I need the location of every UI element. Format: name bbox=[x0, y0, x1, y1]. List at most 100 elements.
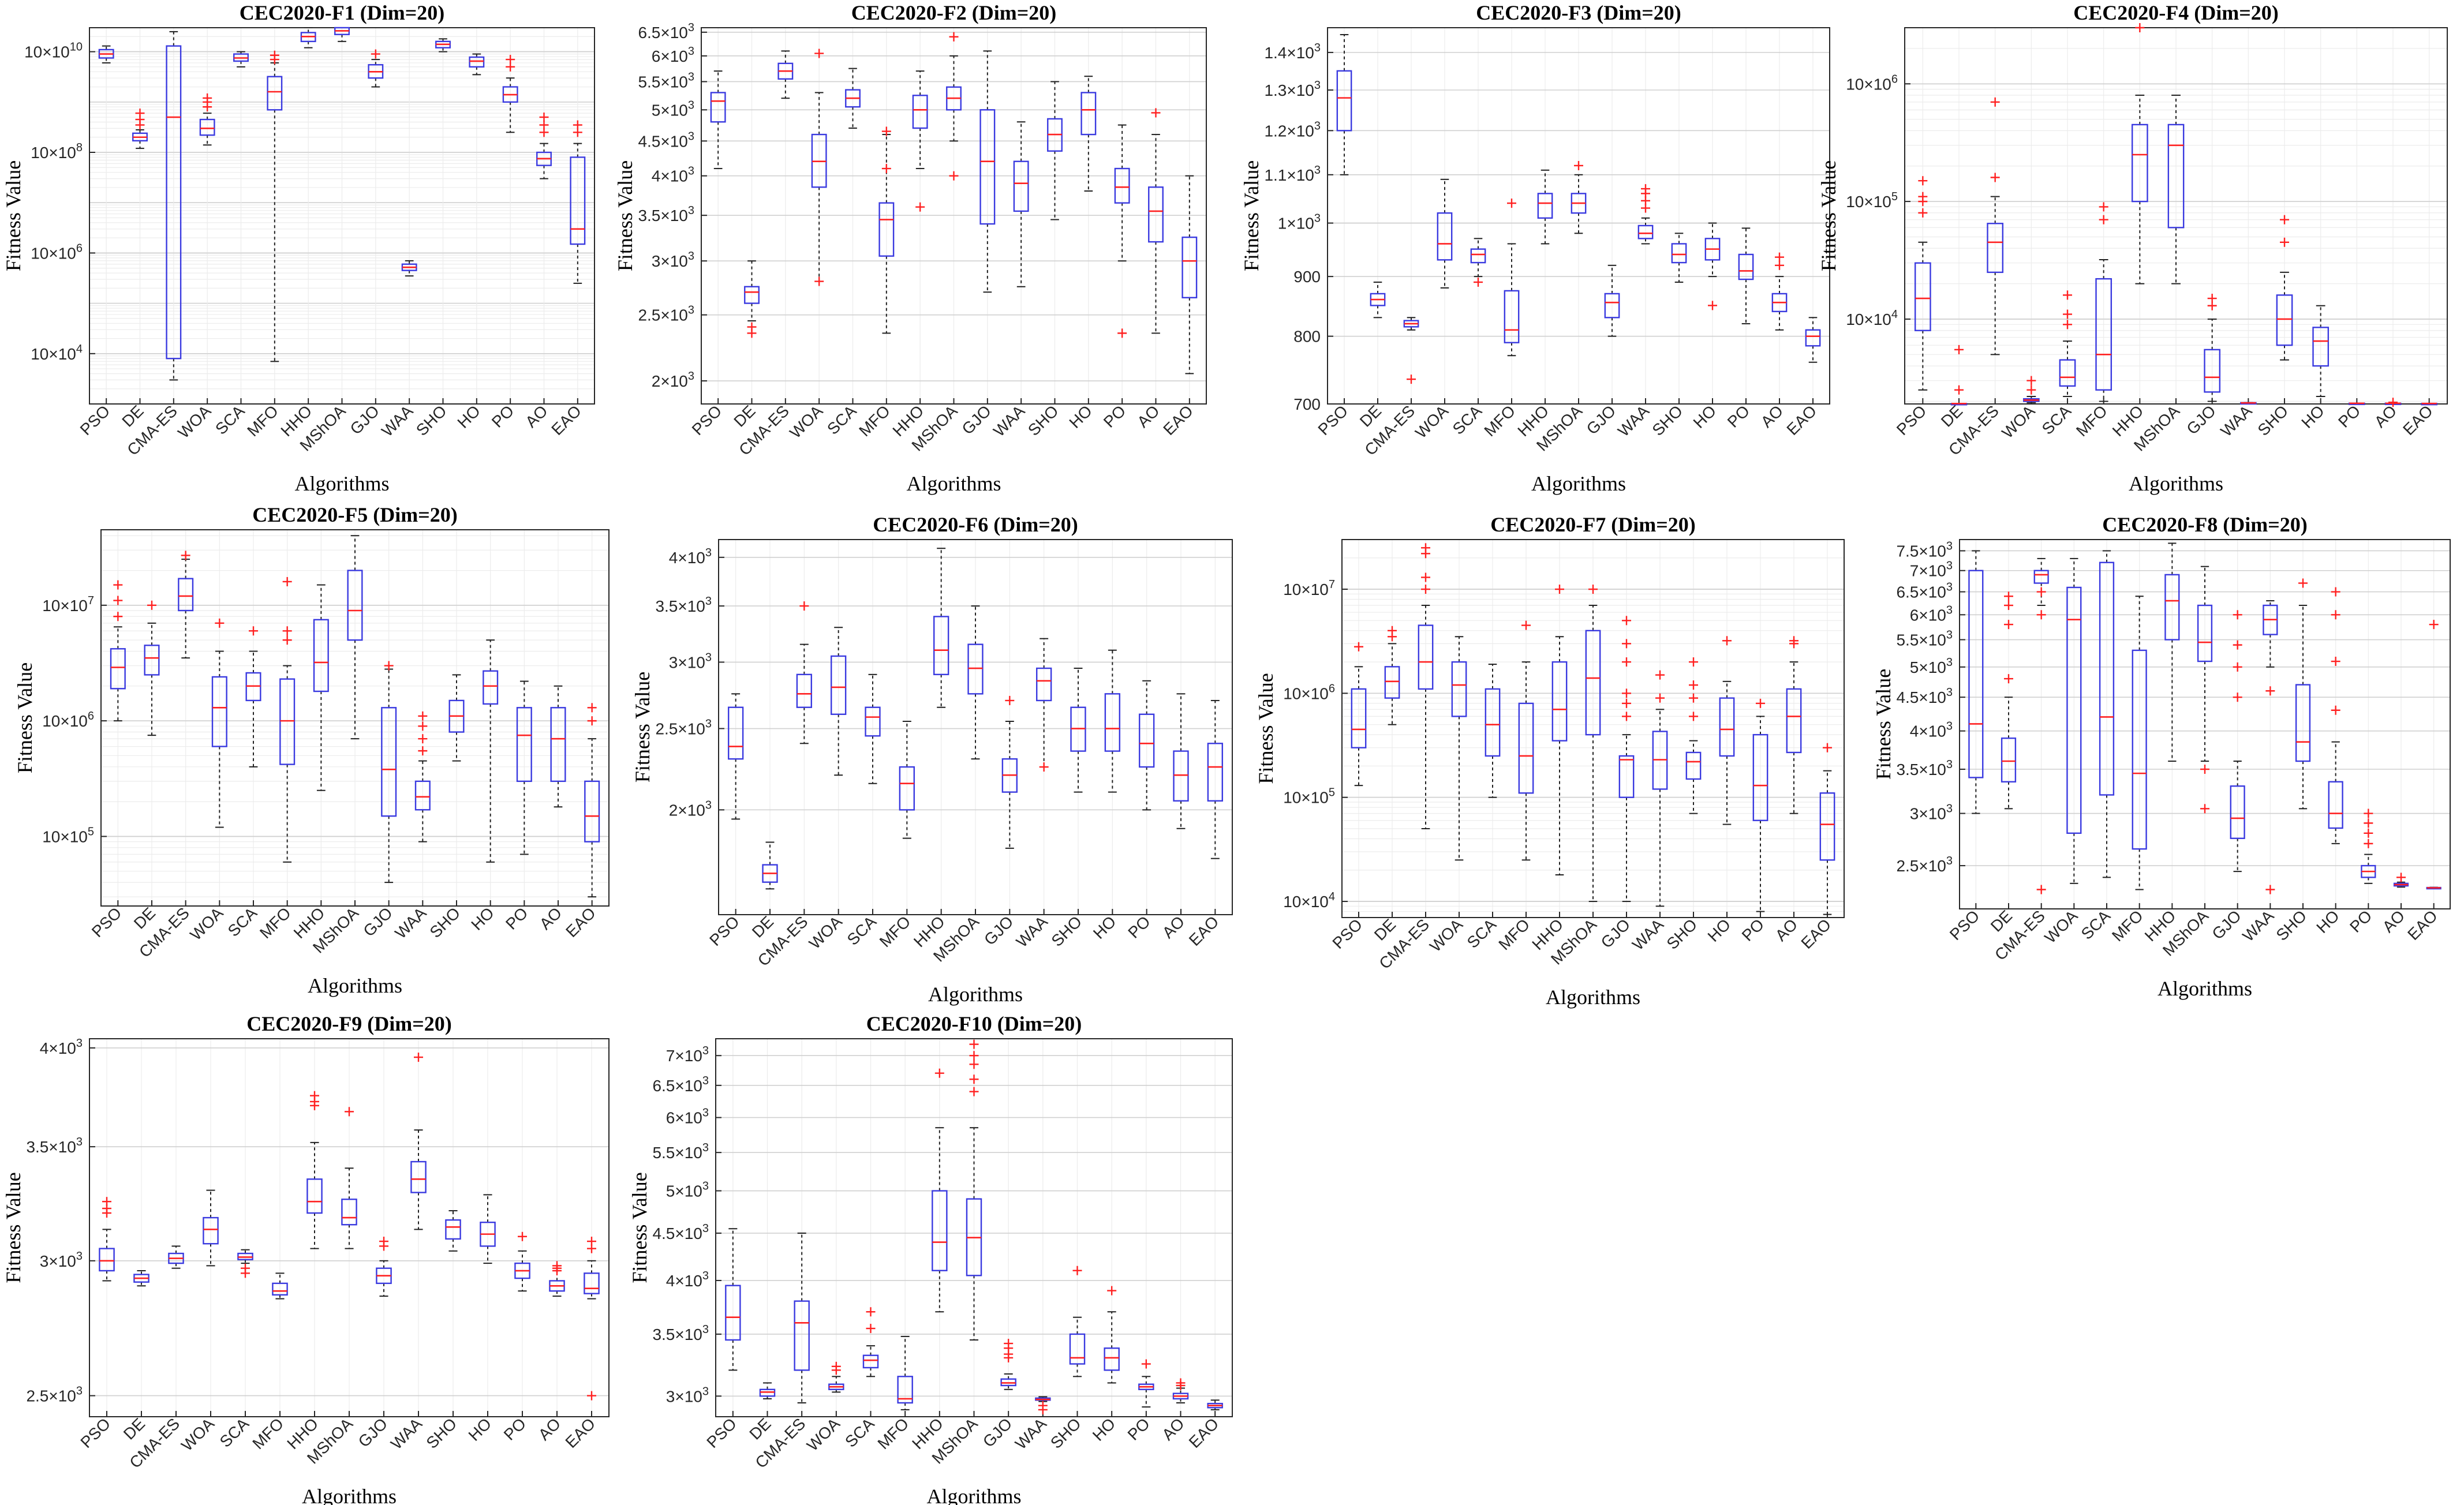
y-tick-label: 10×104 bbox=[1846, 308, 1898, 328]
outlier-marker bbox=[1072, 1266, 1082, 1275]
panel-title: CEC2020-F10 (Dim=20) bbox=[866, 1012, 1082, 1035]
box-CMA-ES bbox=[178, 551, 194, 659]
box-EAO bbox=[1181, 175, 1198, 375]
outlier-marker bbox=[2004, 601, 2013, 611]
y-axis-label: Fitness Value bbox=[614, 160, 637, 271]
box-HHO bbox=[912, 70, 928, 212]
iqr-box bbox=[1418, 624, 1434, 690]
panel-10: 3×1033.5×1034×1034.5×1035×1035.5×1036×10… bbox=[628, 1012, 1233, 1505]
tick-mantissa: 1.3×10 bbox=[1264, 81, 1314, 99]
outlier-marker bbox=[949, 171, 959, 181]
y-tick-label: 6×103 bbox=[652, 45, 694, 65]
tick-mantissa: 10×10 bbox=[1846, 193, 1891, 211]
x-tick-label: EAO bbox=[1798, 915, 1835, 952]
box-PO bbox=[1752, 698, 1768, 912]
tick-exponent: 3 bbox=[1946, 758, 1953, 771]
x-tick-label: GJO bbox=[346, 402, 383, 438]
panel-title: CEC2020-F1 (Dim=20) bbox=[240, 1, 444, 24]
x-tick-label: WAA bbox=[1013, 912, 1052, 951]
x-tick-label: SCA bbox=[2039, 402, 2075, 438]
y-tick-label: 4.5×103 bbox=[638, 130, 694, 150]
outlier-marker bbox=[1990, 173, 2000, 182]
outlier-marker bbox=[270, 50, 279, 60]
tick-mantissa: 5×10 bbox=[666, 1182, 702, 1200]
box-MFO bbox=[878, 126, 895, 334]
outlier-marker bbox=[345, 1107, 354, 1117]
x-tick-label: SHO bbox=[1025, 402, 1062, 439]
iqr-box bbox=[1604, 293, 1620, 319]
x-tick-label: GJO bbox=[1598, 915, 1634, 952]
iqr-box bbox=[341, 1199, 357, 1226]
outlier-marker bbox=[2396, 873, 2406, 882]
iqr-box bbox=[445, 1219, 461, 1240]
x-tick-label: MFO bbox=[249, 1414, 287, 1452]
box-MFO bbox=[1504, 199, 1520, 357]
outlier-marker bbox=[1354, 642, 1363, 652]
tick-mantissa: 4×10 bbox=[669, 549, 705, 567]
outlier-marker bbox=[2207, 294, 2217, 304]
box-SHO bbox=[1685, 657, 1702, 814]
iqr-box bbox=[99, 1248, 115, 1272]
iqr-box bbox=[144, 645, 160, 676]
box-HO bbox=[469, 53, 485, 76]
x-tick-label: DE bbox=[130, 904, 159, 932]
box-PO bbox=[502, 55, 518, 133]
outlier-marker bbox=[1117, 328, 1127, 338]
outlier-marker bbox=[2135, 23, 2145, 32]
tick-mantissa: 5.5×10 bbox=[1896, 631, 1946, 649]
y-tick-label: 5.5×103 bbox=[638, 70, 694, 91]
box-HO bbox=[1104, 649, 1120, 793]
x-tick-label: MFO bbox=[855, 402, 893, 440]
y-tick-label: 10×104 bbox=[31, 343, 83, 363]
tick-exponent: 3 bbox=[1946, 540, 1953, 552]
y-tick-label: 10×104 bbox=[1283, 890, 1335, 911]
outlier-marker bbox=[2233, 692, 2242, 702]
outlier-marker bbox=[2233, 610, 2242, 620]
x-tick-label: PSO bbox=[77, 402, 114, 439]
y-axis-label: Fitness Value bbox=[13, 662, 36, 773]
box-SCA bbox=[2099, 550, 2115, 878]
outlier-marker bbox=[1622, 639, 1631, 649]
x-tick-label: PSO bbox=[706, 912, 743, 949]
y-tick-label: 3.5×103 bbox=[655, 595, 712, 615]
y-tick-label: 10×105 bbox=[1283, 787, 1335, 807]
y-tick-label: 1.4×103 bbox=[1264, 42, 1321, 62]
tick-mantissa: 7×10 bbox=[666, 1047, 702, 1065]
box-PO bbox=[1114, 124, 1130, 338]
outlier-marker bbox=[1689, 680, 1698, 690]
tick-exponent: 7 bbox=[88, 594, 94, 607]
tick-exponent: 3 bbox=[688, 304, 694, 317]
y-tick-label: 7.5×103 bbox=[1896, 540, 1953, 560]
box-WAA bbox=[1035, 1396, 1051, 1414]
box-WOA bbox=[2022, 376, 2040, 403]
tick-exponent: 8 bbox=[76, 141, 83, 154]
y-axis-label: Fitness Value bbox=[2, 160, 25, 271]
tick-exponent: 6 bbox=[1891, 73, 1898, 85]
tick-exponent: 3 bbox=[688, 130, 694, 143]
tick-mantissa: 3×10 bbox=[652, 252, 688, 270]
box-PO bbox=[514, 1231, 530, 1292]
x-tick-label: WAA bbox=[2239, 907, 2278, 945]
x-tick-label: MFO bbox=[244, 402, 282, 440]
box-MFO bbox=[897, 1335, 913, 1410]
outlier-marker bbox=[1775, 260, 1784, 270]
tick-exponent: 3 bbox=[1946, 581, 1953, 594]
box-PSO bbox=[98, 45, 114, 63]
x-tick-label: DE bbox=[1938, 402, 1966, 430]
box-MFO bbox=[279, 576, 296, 863]
tick-exponent: 3 bbox=[702, 1323, 709, 1336]
iqr-box bbox=[1114, 167, 1130, 204]
box-GJO bbox=[2204, 294, 2221, 402]
outlier-marker bbox=[2036, 587, 2046, 597]
iqr-box bbox=[1914, 262, 1931, 331]
outlier-marker bbox=[1775, 252, 1784, 262]
x-tick-label: SHO bbox=[2272, 907, 2310, 944]
y-tick-label: 6.5×103 bbox=[652, 1075, 709, 1095]
tick-mantissa: 10×10 bbox=[1283, 893, 1329, 911]
x-tick-label: WOA bbox=[186, 904, 226, 944]
box-AO bbox=[2393, 873, 2409, 888]
iqr-box bbox=[110, 648, 126, 690]
outlier-marker bbox=[1918, 176, 1928, 186]
box-WOA bbox=[2066, 557, 2082, 884]
outlier-marker bbox=[2265, 885, 2275, 894]
